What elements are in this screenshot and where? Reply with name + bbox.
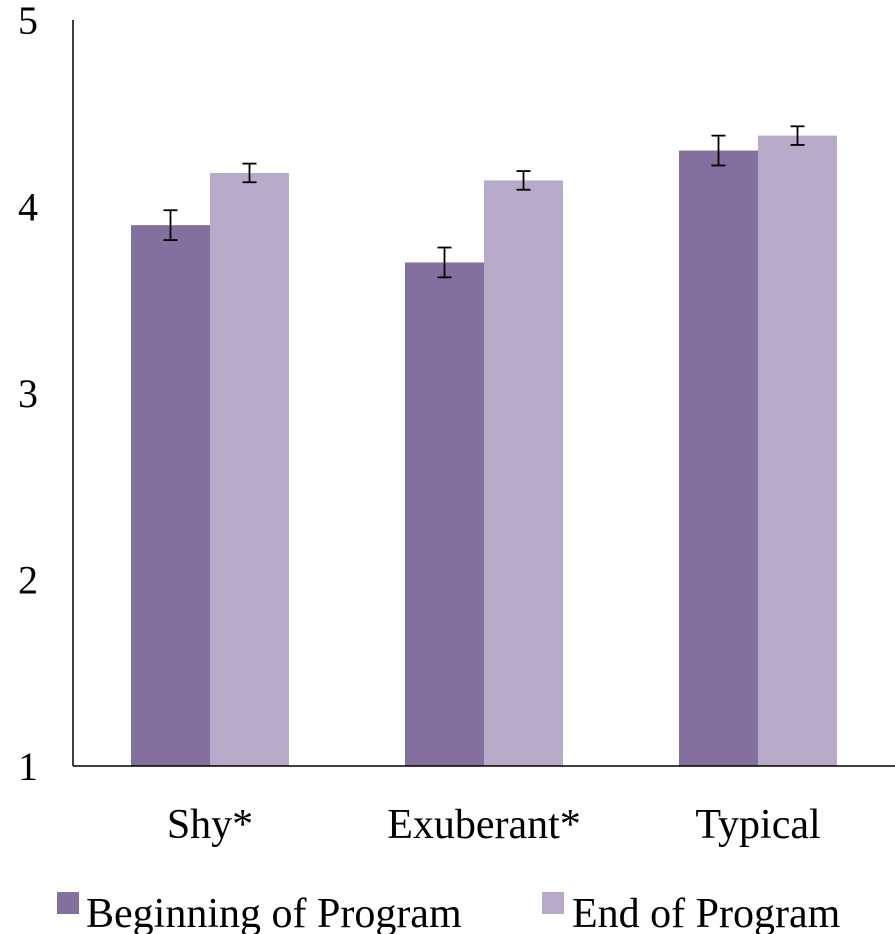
y-tick-label: 1 (18, 744, 38, 789)
x-axis-labels: Shy* Exuberant* Typical (167, 802, 821, 848)
y-axis-ticks: 1 2 3 4 5 (18, 0, 38, 789)
x-category-label: Typical (695, 802, 820, 848)
bar-end-0 (210, 172, 289, 766)
x-category-label: Shy* (167, 802, 253, 848)
y-tick-label: 4 (18, 185, 38, 230)
bar-end-2 (758, 135, 837, 766)
error-bars (163, 125, 805, 279)
y-tick-label: 2 (18, 558, 38, 603)
y-tick-label: 5 (18, 0, 38, 43)
bars (131, 135, 837, 767)
x-category-label: Exuberant* (387, 802, 581, 848)
bar-end-1 (484, 180, 563, 766)
bar-beginning-0 (131, 225, 210, 766)
y-tick-label: 3 (18, 371, 38, 416)
bar-beginning-1 (405, 262, 484, 766)
legend-label: End of Program (572, 891, 841, 934)
bar-beginning-2 (679, 150, 758, 767)
legend-swatch (57, 892, 79, 914)
legend-label: Beginning of Program (86, 891, 462, 934)
legend-swatch (542, 892, 564, 914)
legend: Beginning of Program End of Program (57, 891, 841, 934)
